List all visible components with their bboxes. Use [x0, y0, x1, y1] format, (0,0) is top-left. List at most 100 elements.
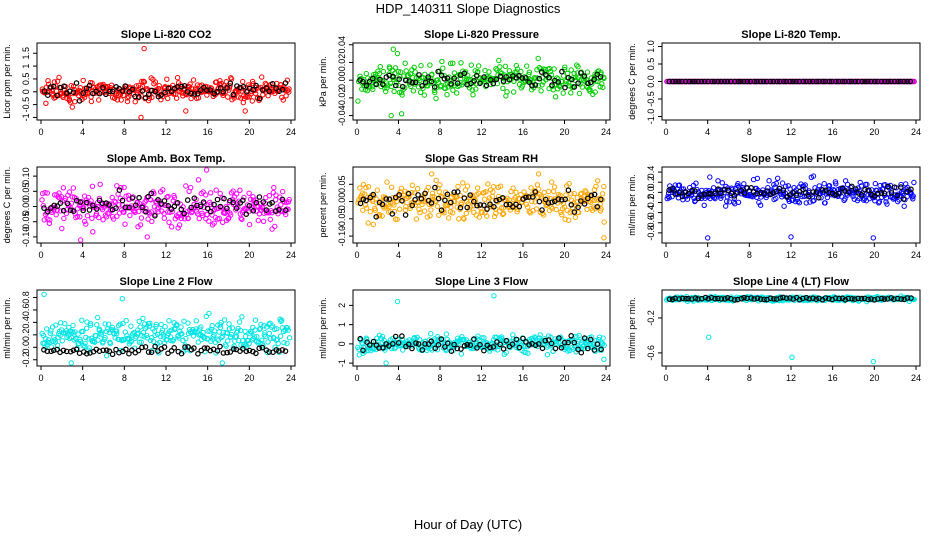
data-point — [80, 328, 86, 334]
reference-point — [526, 342, 533, 348]
data-point — [576, 90, 583, 97]
reference-point — [253, 82, 259, 89]
y-axis-label: kPa per min. — [318, 56, 328, 107]
data-point — [428, 331, 434, 337]
reference-point — [878, 190, 885, 196]
reference-point — [536, 198, 543, 205]
data-point — [259, 74, 265, 80]
reference-point — [224, 205, 230, 212]
reference-point — [499, 195, 506, 201]
reference-point — [493, 197, 500, 204]
data-point — [215, 337, 222, 343]
data-point — [773, 195, 779, 202]
y-tick-label: -0.2 — [21, 352, 31, 368]
reference-point — [490, 344, 497, 350]
reference-point — [412, 79, 419, 86]
reference-point — [891, 296, 897, 303]
data-point — [872, 180, 878, 187]
reference-point — [467, 192, 474, 198]
data-point — [540, 212, 547, 218]
data-point — [773, 180, 779, 187]
reference-point — [50, 83, 57, 90]
data-point — [513, 189, 519, 196]
data-point — [403, 68, 409, 74]
reference-point — [855, 295, 861, 302]
reference-point — [432, 345, 439, 352]
reference-point — [457, 204, 464, 211]
reference-points — [41, 187, 289, 219]
reference-point — [568, 76, 575, 83]
data-point — [535, 186, 542, 192]
data-point — [392, 65, 399, 71]
reference-point — [705, 295, 712, 302]
reference-point — [366, 342, 373, 348]
data-point — [238, 215, 244, 222]
reference-point — [803, 294, 810, 301]
data-point — [133, 205, 139, 211]
colored-points — [355, 46, 607, 119]
data-point — [277, 333, 284, 339]
reference-point — [191, 195, 198, 202]
reference-point — [516, 203, 523, 210]
reference-point — [884, 183, 891, 190]
reference-point — [826, 190, 832, 196]
data-point — [164, 76, 170, 82]
data-point — [271, 184, 277, 191]
y-tick-label: 0 — [337, 341, 347, 346]
reference-point — [442, 344, 448, 350]
reference-point — [565, 187, 572, 194]
reference-point — [845, 295, 852, 302]
x-tick-label: 20 — [559, 127, 569, 137]
data-point — [140, 315, 146, 322]
reference-point — [360, 196, 367, 203]
reference-point — [849, 295, 855, 302]
data-point — [128, 338, 135, 345]
data-point — [568, 191, 574, 197]
outlier-point — [203, 167, 210, 173]
reference-point — [188, 90, 194, 97]
outlier-point — [183, 108, 189, 114]
data-point — [443, 331, 450, 337]
data-point — [363, 70, 369, 77]
data-point — [362, 191, 368, 197]
data-point — [568, 67, 574, 73]
data-point — [436, 189, 442, 195]
reference-point — [70, 347, 77, 354]
data-point — [450, 210, 456, 216]
reference-point — [135, 347, 142, 354]
reference-point — [438, 207, 445, 214]
y-tick-label: 1.5 — [21, 47, 31, 60]
reference-point — [493, 76, 500, 83]
data-point — [121, 209, 127, 215]
reference-point — [532, 82, 539, 88]
data-point — [43, 326, 50, 332]
reference-point — [442, 197, 448, 204]
reference-point — [402, 77, 409, 84]
data-point — [211, 220, 217, 226]
data-point — [458, 201, 465, 208]
data-point — [113, 328, 120, 334]
colored-points — [664, 293, 917, 365]
data-point — [601, 219, 607, 225]
reference-point — [836, 295, 842, 302]
data-point — [377, 64, 383, 70]
reference-point — [256, 345, 263, 352]
x-tick-label: 0 — [663, 373, 668, 383]
data-point — [217, 322, 223, 328]
reference-point — [230, 199, 236, 206]
reference-point — [741, 294, 747, 301]
x-tick-label: 0 — [38, 250, 43, 260]
panel-ambbox: Slope Amb. Box Temp. degrees C per min. 0 4… — [2, 153, 296, 260]
reference-point — [555, 79, 562, 85]
reference-point — [389, 211, 396, 217]
data-point — [80, 77, 86, 84]
x-tick-label: 4 — [705, 250, 710, 260]
reference-point — [904, 78, 910, 85]
data-point — [433, 95, 439, 102]
data-point — [153, 321, 159, 328]
data-point — [398, 90, 405, 96]
data-point — [434, 203, 441, 210]
reference-point — [171, 344, 178, 351]
data-point — [274, 326, 280, 332]
